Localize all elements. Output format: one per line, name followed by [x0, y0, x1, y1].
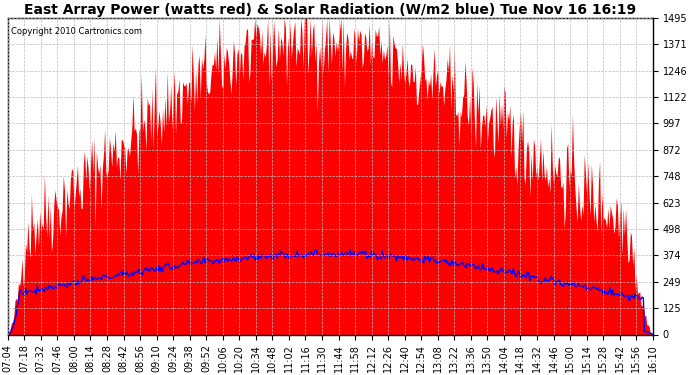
Title: East Array Power (watts red) & Solar Radiation (W/m2 blue) Tue Nov 16 16:19: East Array Power (watts red) & Solar Rad…	[24, 3, 636, 17]
Text: Copyright 2010 Cartronics.com: Copyright 2010 Cartronics.com	[11, 27, 142, 36]
